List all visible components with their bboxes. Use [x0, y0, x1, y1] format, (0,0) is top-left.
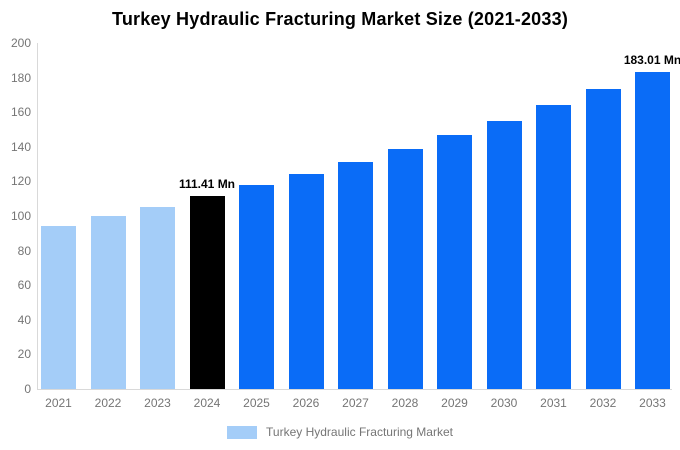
x-axis-line [37, 389, 672, 390]
x-tick-label: 2026 [292, 396, 320, 410]
y-tick-label: 60 [17, 278, 31, 293]
x-tick-label: 2023 [144, 396, 171, 410]
legend-swatch [227, 425, 258, 439]
x-tick-label: 2029 [441, 396, 468, 410]
bar-2033 [635, 72, 670, 389]
bar-2031 [536, 105, 571, 389]
x-tick-label: 2033 [639, 396, 666, 410]
legend: Turkey Hydraulic Fracturing Market [0, 425, 680, 439]
y-tick-label: 100 [10, 209, 31, 223]
y-tick-label: 180 [10, 70, 31, 85]
bar-2030 [486, 120, 522, 389]
y-tick-label: 20 [17, 347, 31, 362]
bar-2023 [140, 206, 175, 389]
x-tick-label: 2028 [391, 396, 419, 410]
bar-2024 [189, 196, 225, 389]
bar-value-label: 183.01 Mn [623, 53, 680, 68]
bar-2026 [288, 173, 324, 389]
x-tick-label: 2031 [540, 396, 567, 410]
y-axis-line [37, 43, 38, 389]
bar-2021 [41, 225, 76, 389]
y-tick-label: 40 [17, 312, 31, 327]
chart-title: Turkey Hydraulic Fracturing Market Size … [111, 9, 569, 29]
bar-2022 [90, 216, 126, 389]
y-tick-label: 120 [10, 174, 31, 189]
x-tick-label: 2021 [45, 396, 72, 410]
bar-2032 [585, 89, 621, 389]
bar-value-label: 111.41 Mn [178, 177, 236, 192]
y-tick-label: 140 [10, 139, 31, 154]
x-tick-label: 2025 [243, 396, 270, 410]
bar-2028 [387, 148, 423, 389]
x-tick-label: 2032 [589, 396, 617, 410]
bar-2029 [437, 135, 472, 389]
x-tick-label: 2024 [193, 396, 221, 410]
y-tick-label: 80 [17, 243, 31, 258]
x-tick-label: 2022 [94, 396, 122, 410]
bar-2025 [239, 185, 274, 389]
y-tick-label: 200 [10, 36, 31, 50]
y-tick-label: 160 [10, 105, 31, 120]
y-tick-label: 0 [24, 382, 31, 396]
bar-2027 [338, 161, 373, 389]
legend-label: Turkey Hydraulic Fracturing Market [266, 425, 453, 439]
x-tick-label: 2030 [490, 396, 518, 410]
x-tick-label: 2027 [342, 396, 369, 410]
